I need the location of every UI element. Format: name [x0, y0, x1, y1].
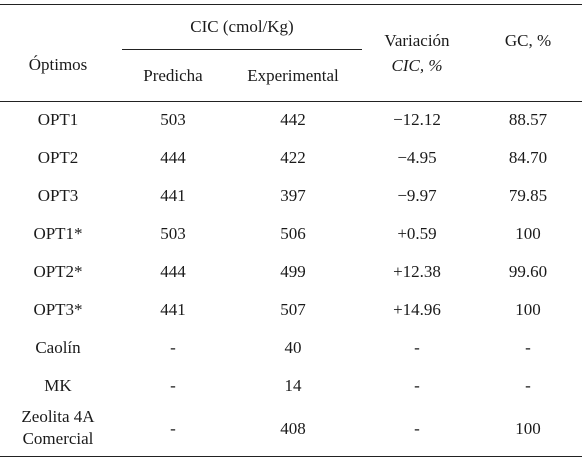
header-experimental: Experimental	[247, 66, 339, 85]
row-experimental: 499	[280, 262, 306, 281]
row-name: Zeolita 4A	[21, 407, 95, 426]
bottom-rule	[0, 456, 582, 457]
row-variacion: −12.12	[393, 110, 441, 129]
row-name: Caolín	[35, 338, 81, 357]
row-gc: 88.57	[508, 110, 548, 129]
row-gc: 99.60	[508, 262, 548, 281]
row-gc: 100	[515, 300, 541, 319]
row-experimental: 408	[280, 419, 306, 438]
row-name-line2: Comercial	[22, 429, 94, 448]
row-variacion: +12.38	[393, 262, 441, 281]
row-predicha: -	[170, 419, 176, 438]
row-predicha: 444	[160, 148, 186, 167]
header-gc: GC, %	[504, 31, 552, 50]
header-variacion-unit: CIC, %	[391, 56, 443, 75]
header-bottom-rule	[0, 101, 582, 102]
row-predicha: 441	[160, 186, 186, 205]
row-predicha: 503	[160, 110, 186, 129]
header-optimos: Óptimos	[28, 55, 88, 74]
row-predicha: 441	[160, 300, 186, 319]
row-variacion: -	[414, 419, 420, 438]
row-name: OPT2*	[33, 262, 83, 281]
header-variacion: Variación	[384, 31, 450, 50]
row-experimental: 507	[280, 300, 306, 319]
row-variacion: −4.95	[397, 148, 437, 167]
row-experimental: 506	[280, 224, 306, 243]
row-name: OPT1	[37, 110, 79, 129]
row-experimental: 422	[280, 148, 306, 167]
cic-group-rule	[122, 49, 362, 50]
row-name: OPT2	[37, 148, 79, 167]
row-name: OPT1*	[33, 224, 83, 243]
row-name: OPT3*	[33, 300, 83, 319]
top-rule	[0, 4, 582, 5]
header-predicha: Predicha	[143, 66, 203, 85]
row-variacion: +0.59	[397, 224, 437, 243]
row-gc: -	[525, 338, 531, 357]
row-experimental: 14	[284, 376, 302, 395]
row-variacion: -	[414, 376, 420, 395]
row-predicha: 503	[160, 224, 186, 243]
row-gc: 100	[515, 224, 541, 243]
row-variacion: +14.96	[393, 300, 441, 319]
row-predicha: -	[170, 376, 176, 395]
row-gc: 79.85	[508, 186, 548, 205]
row-predicha: 444	[160, 262, 186, 281]
row-experimental: 397	[280, 186, 306, 205]
row-name: MK	[44, 376, 72, 395]
row-experimental: 442	[280, 110, 306, 129]
row-predicha: -	[170, 338, 176, 357]
row-name: OPT3	[37, 186, 79, 205]
row-gc: -	[525, 376, 531, 395]
row-experimental: 40	[284, 338, 302, 357]
row-gc: 84.70	[508, 148, 548, 167]
row-gc: 100	[515, 419, 541, 438]
row-variacion: −9.97	[397, 186, 437, 205]
header-cic: CIC (cmol/Kg)	[190, 17, 294, 36]
row-variacion: -	[414, 338, 420, 357]
